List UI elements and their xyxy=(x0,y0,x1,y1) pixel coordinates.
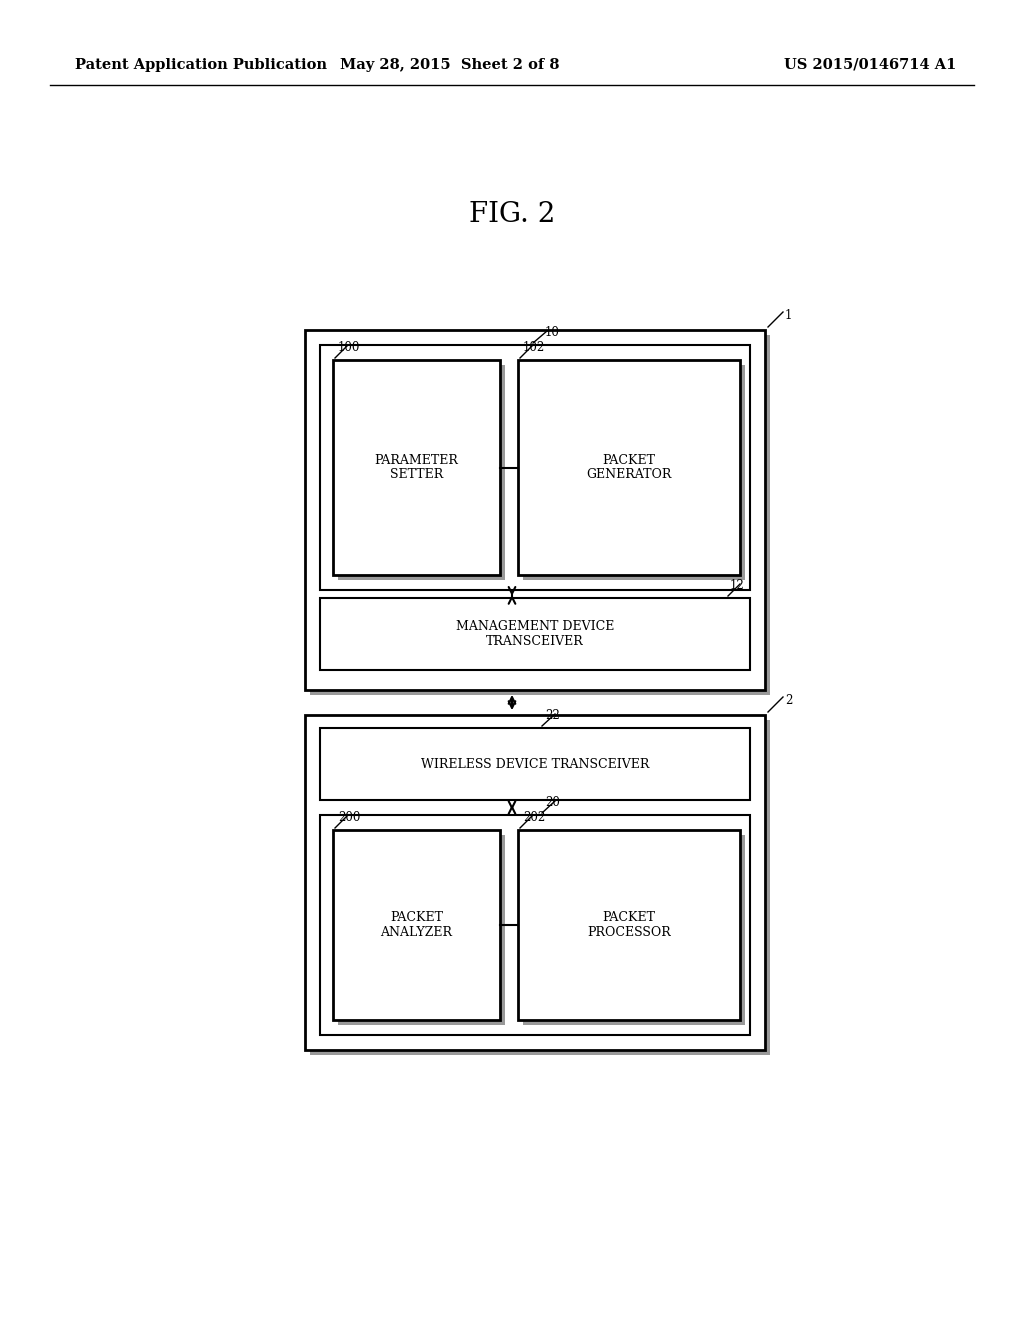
Text: 202: 202 xyxy=(523,810,545,824)
Text: 200: 200 xyxy=(338,810,360,824)
Text: 20: 20 xyxy=(545,796,560,809)
Text: PACKET
GENERATOR: PACKET GENERATOR xyxy=(587,454,672,482)
Text: 2: 2 xyxy=(785,694,793,708)
Bar xyxy=(338,836,505,1026)
Bar xyxy=(518,830,740,1020)
Bar xyxy=(319,345,750,590)
Text: 12: 12 xyxy=(730,579,744,591)
Bar xyxy=(310,335,770,696)
Bar xyxy=(333,360,500,576)
Bar xyxy=(518,360,740,576)
Text: 10: 10 xyxy=(545,326,560,339)
Text: MANAGEMENT DEVICE
TRANSCEIVER: MANAGEMENT DEVICE TRANSCEIVER xyxy=(456,620,614,648)
Bar xyxy=(523,836,745,1026)
Bar xyxy=(305,330,765,690)
Bar xyxy=(319,814,750,1035)
Bar xyxy=(338,366,505,579)
Bar xyxy=(333,830,500,1020)
Text: May 28, 2015  Sheet 2 of 8: May 28, 2015 Sheet 2 of 8 xyxy=(340,58,560,73)
Bar xyxy=(310,719,770,1055)
Text: PARAMETER
SETTER: PARAMETER SETTER xyxy=(375,454,459,482)
Text: WIRELESS DEVICE TRANSCEIVER: WIRELESS DEVICE TRANSCEIVER xyxy=(421,758,649,771)
Text: 102: 102 xyxy=(523,341,545,354)
Bar xyxy=(523,366,745,579)
Bar xyxy=(319,729,750,800)
Text: 22: 22 xyxy=(545,709,560,722)
Text: PACKET
ANALYZER: PACKET ANALYZER xyxy=(381,911,453,939)
Text: US 2015/0146714 A1: US 2015/0146714 A1 xyxy=(783,58,956,73)
Text: PACKET
PROCESSOR: PACKET PROCESSOR xyxy=(587,911,671,939)
Text: 100: 100 xyxy=(338,341,360,354)
Bar xyxy=(305,715,765,1049)
Text: Patent Application Publication: Patent Application Publication xyxy=(75,58,327,73)
Text: 1: 1 xyxy=(785,309,793,322)
Bar xyxy=(319,598,750,671)
Text: FIG. 2: FIG. 2 xyxy=(469,202,555,228)
